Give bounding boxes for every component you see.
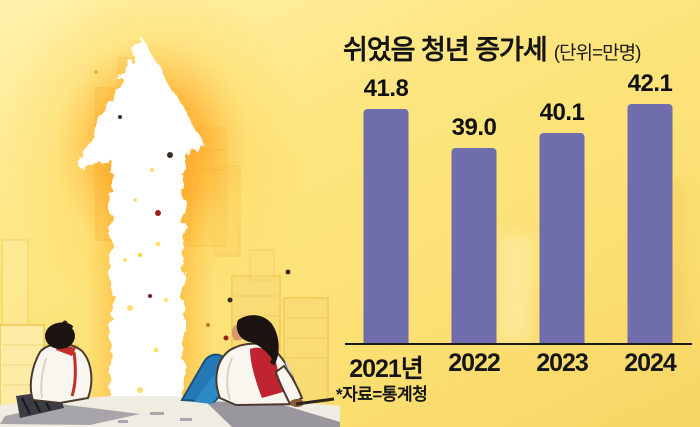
x-axis-label: 2023 xyxy=(536,349,589,377)
bar-group-2023: 40.1 xyxy=(518,0,606,343)
walking-stick xyxy=(295,397,335,406)
bar xyxy=(539,133,585,343)
seated-person-left xyxy=(16,322,93,418)
chart-title: 쉬었음 청년 증가세 xyxy=(343,35,548,65)
bar xyxy=(451,148,497,343)
chart-header: 쉬었음 청년 증가세 (단위=만명) xyxy=(343,28,642,67)
bar-group-2024: 42.1 xyxy=(606,0,694,343)
source-note: *자료=통계청 xyxy=(336,385,428,404)
bar-value-label: 40.1 xyxy=(539,99,585,126)
x-axis-label: 2024 xyxy=(624,349,677,377)
upward-arrow-illustration xyxy=(0,0,340,427)
bar-value-label: 41.8 xyxy=(363,75,409,102)
x-axis-labels: 2021년 2022 2023 2024 xyxy=(345,349,692,383)
x-axis-label: 2022 xyxy=(448,349,501,377)
bar xyxy=(627,104,673,343)
seated-person-right xyxy=(180,315,335,407)
bar-plot-area: 41.8 39.0 40.1 42.1 xyxy=(345,0,692,343)
bar-group-2022: 39.0 xyxy=(430,0,518,343)
chart-unit-label: (단위=만명) xyxy=(553,43,642,64)
bar-value-label: 42.1 xyxy=(627,70,673,97)
upward-arrow-icon xyxy=(78,36,206,427)
bar-group-2021년: 41.8 xyxy=(342,0,430,343)
bar xyxy=(363,109,409,343)
x-axis-label: 2021년 xyxy=(349,355,424,383)
bar-value-label: 39.0 xyxy=(451,114,497,141)
x-axis-line xyxy=(345,343,692,345)
